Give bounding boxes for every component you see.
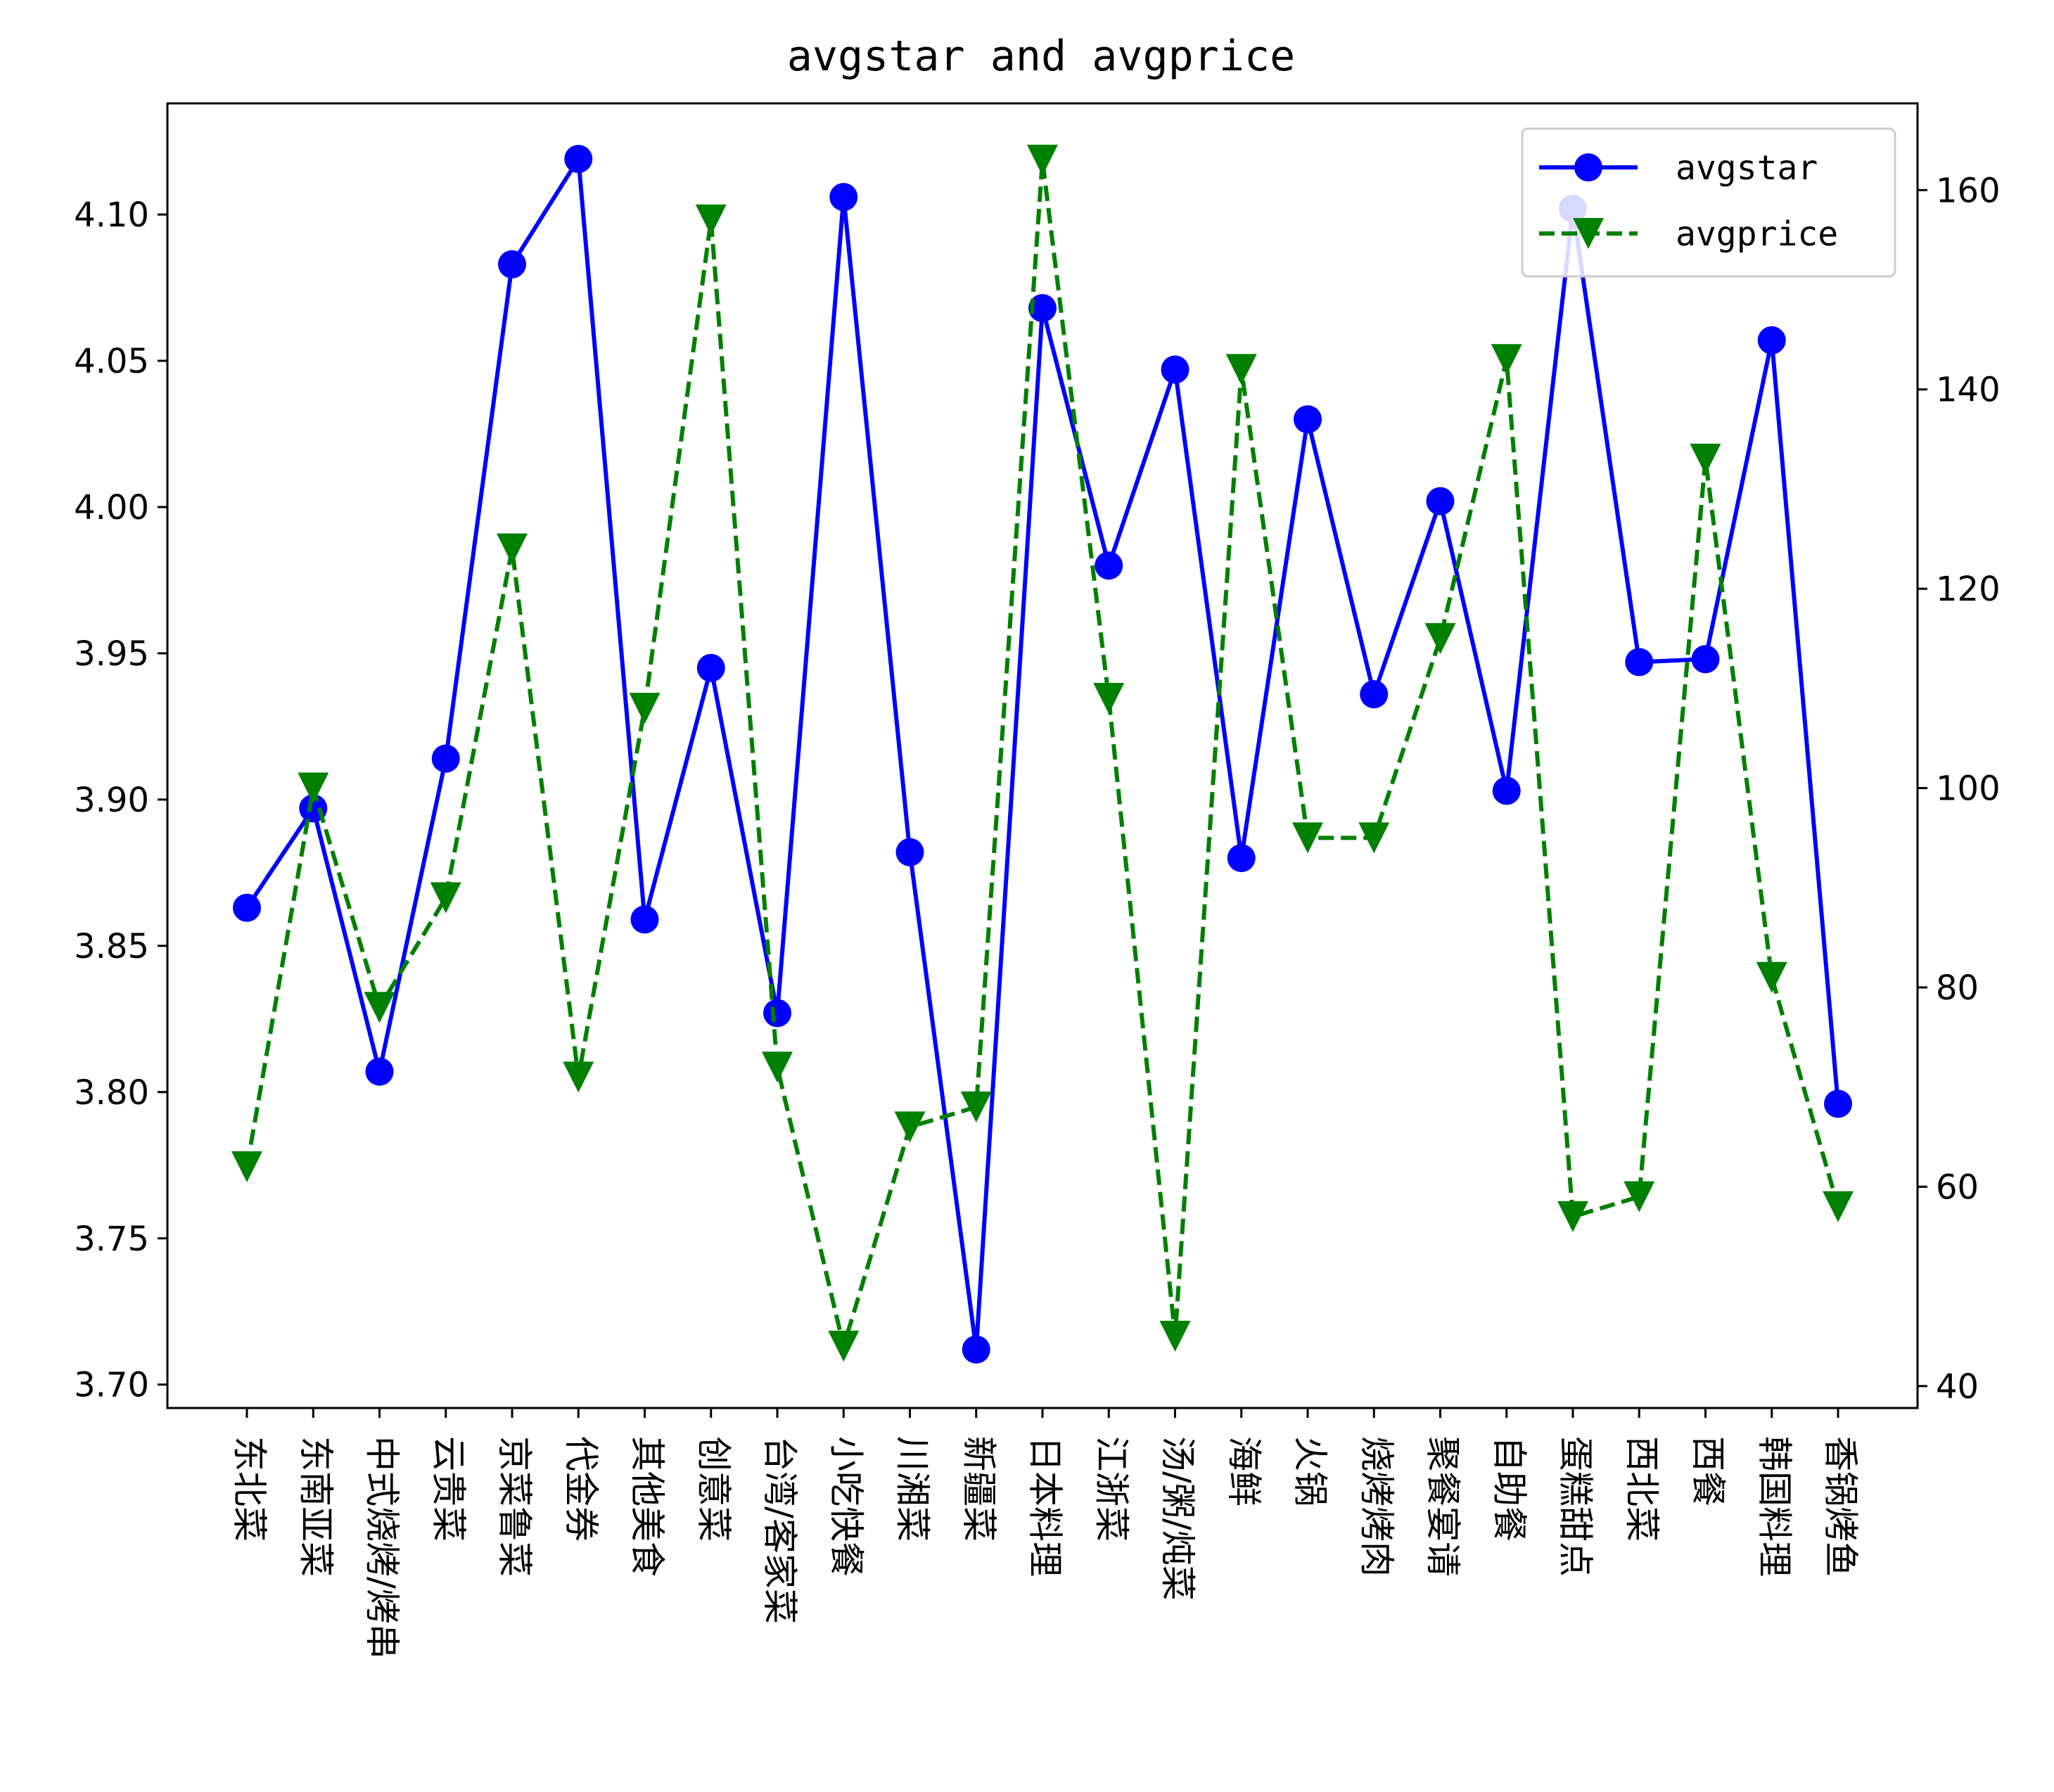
x-tick-label: 京菜鲁菜 [495,1436,535,1577]
x-tick-label: 日本料理 [1025,1436,1066,1577]
avgprice-point [1358,822,1390,854]
avgstar-point [498,250,526,279]
avgprice-point [1624,1181,1655,1212]
avgstar-point [1426,487,1455,516]
avgprice-point [828,1331,860,1362]
avgstar-point [630,905,659,934]
x-tick-label: 自助餐 [1488,1436,1529,1542]
y-left-tick-label: 4.10 [74,196,149,235]
avgprice-point [1225,354,1257,385]
x-tick-label: 香锅烤鱼 [1820,1436,1861,1577]
y-left-tick-label: 3.70 [74,1366,149,1405]
avgprice-point [894,1111,926,1143]
x-tick-label: 创意菜 [693,1436,734,1542]
avgstar-point [1492,776,1521,805]
x-tick-label: 火锅 [1290,1436,1331,1506]
legend: avgstar avgprice [1521,127,1896,278]
avgstar-point [696,653,725,682]
avgstar-point [564,145,593,174]
y-right-tick-label: 40 [1936,1367,1979,1407]
avgprice-point [364,992,395,1023]
avgstar-point [1625,648,1654,677]
y-right-tick-label: 160 [1936,171,2001,210]
legend-avgstar-label: avgstar [1676,148,1818,188]
legend-avgstar-marker [1574,153,1602,181]
avgstar-point [895,838,924,866]
plot-area: 3.70 3.75 3.80 3.85 3.90 3.95 4.00 4.05 4.10 40 60… [74,102,2001,1659]
avgprice-point [695,204,727,236]
chart-title: avgstar and avgprice [787,32,1295,81]
x-tick-label: 海鲜 [1223,1436,1264,1506]
avgstar-point [1227,844,1256,873]
x-tick-label: 其他美食 [627,1436,668,1577]
x-tick-label: 聚餐宴请 [1422,1436,1463,1577]
y-left-tick-label: 4.00 [74,488,149,527]
avgprice-point [298,772,329,804]
x-tick-label: 小吃快餐 [826,1436,867,1577]
avgstar-point [763,999,791,1028]
x-tick-label: 中式烧烤/烤串 [362,1436,402,1659]
x-tick-label: 东南亚菜 [295,1436,336,1577]
avgstar-point [1360,680,1389,709]
y-right-tick-label: 80 [1936,968,1979,1008]
avgprice-point [1159,1320,1191,1352]
avgprice-point [1557,1201,1588,1232]
avgstar-point [365,1057,394,1086]
avgstar-point [1161,355,1189,384]
y-left-tick-label: 4.05 [74,342,149,381]
avgstar-point [1028,294,1057,323]
x-tick-label: 江浙菜 [1091,1436,1132,1542]
avgprice-point [1093,683,1125,715]
x-tick-label: 台湾/客家菜 [760,1436,800,1624]
avgstar-point [431,744,460,773]
y-right-tick-label: 140 [1936,371,2001,410]
avgprice-point [629,693,661,724]
avgprice-point [231,1151,262,1183]
avgstar-point [829,183,858,212]
x-tick-label: 代金券 [561,1436,601,1542]
y-right-tick-label: 120 [1936,570,2001,609]
legend-avgprice-marker [1573,218,1604,249]
x-tick-label: 东北菜 [229,1436,270,1542]
y-right-tick-label: 60 [1936,1167,1979,1207]
x-tick-label: 川湘菜 [892,1436,933,1542]
y-left-tick-label: 3.75 [74,1220,149,1259]
y-right-tick-label: 100 [1936,769,2001,809]
x-tick-label: 汤/粥/炖菜 [1157,1436,1198,1601]
avgstar-point [962,1335,990,1364]
y-left-tick-label: 3.80 [74,1073,149,1113]
avgprice-point [1027,144,1058,176]
avgprice-point [762,1051,793,1083]
avgstar-point [1757,326,1786,354]
avgprice-point [1292,822,1323,854]
y-left-tick-label: 3.85 [74,927,149,966]
x-tick-label: 云贵菜 [428,1436,468,1542]
axes-frame [166,102,1919,1409]
x-tick-label: 蛋糕甜点 [1555,1436,1596,1577]
legend-avgprice-label: avgprice [1676,215,1838,254]
avgprice-point [1756,961,1787,993]
avgprice-point [1823,1191,1854,1222]
avgstar-point [1824,1089,1852,1118]
avgprice-point [960,1092,992,1123]
avgstar-point [1095,551,1123,580]
avgprice-point [563,1061,594,1093]
x-tick-label: 新疆菜 [958,1436,999,1542]
y-left-tick-label: 3.95 [74,634,149,674]
x-tick-label: 西餐 [1688,1436,1728,1506]
x-tick-label: 西北菜 [1621,1436,1662,1542]
avgstar-point [1294,405,1322,434]
avgprice-point [430,882,461,914]
x-tick-label: 烧烤烤肉 [1356,1436,1397,1577]
avgprice-point [1424,622,1456,654]
y-left-tick-label: 3.90 [74,781,149,820]
avgprice-point [1491,344,1522,376]
x-tick-label: 韩国料理 [1754,1436,1794,1577]
avgstar-point [1691,645,1720,674]
avgprice-point [1690,443,1721,475]
avgstar-point [233,893,261,922]
avgprice-point [497,533,528,565]
